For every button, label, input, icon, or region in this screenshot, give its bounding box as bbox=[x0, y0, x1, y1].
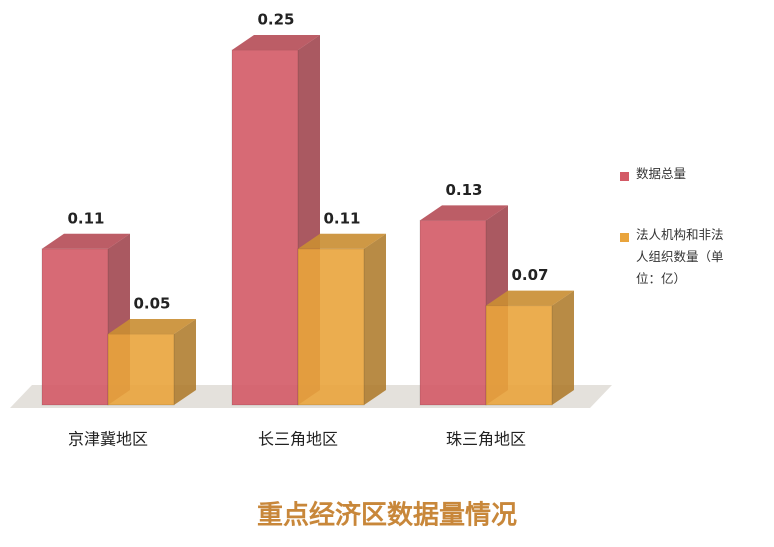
bar-top-shade bbox=[232, 35, 320, 50]
bar bbox=[485, 305, 553, 406]
x-tick-label: 京津冀地区 bbox=[68, 430, 148, 449]
data-label: 0.25 bbox=[257, 11, 294, 29]
bar bbox=[231, 49, 299, 406]
bar-top bbox=[486, 290, 574, 306]
legend-label: 数据总量 bbox=[636, 166, 687, 181]
bar-top-shade bbox=[486, 290, 574, 306]
legend-swatch bbox=[620, 233, 629, 242]
bar-top bbox=[108, 319, 196, 334]
legend-label: 法人机构和非法人组织数量（单位：亿） bbox=[636, 227, 724, 286]
x-tick-label: 珠三角地区 bbox=[446, 430, 526, 449]
bar-top-shade bbox=[42, 233, 130, 249]
data-label: 0.07 bbox=[511, 266, 548, 284]
bar-side bbox=[364, 233, 386, 405]
bar bbox=[107, 333, 175, 406]
bar-side-shade bbox=[174, 319, 196, 405]
chart-title: 重点经济区数据量情况 bbox=[257, 500, 517, 531]
data-label: 0.11 bbox=[67, 209, 104, 227]
data-label: 0.05 bbox=[133, 295, 170, 313]
bar-top bbox=[420, 205, 508, 221]
bar-side bbox=[174, 319, 196, 405]
bar-side bbox=[552, 290, 574, 405]
bar-top bbox=[42, 233, 130, 249]
legend: 数据总量法人机构和非法人组织数量（单位：亿） bbox=[620, 166, 760, 334]
legend-item: 数据总量 bbox=[620, 166, 760, 185]
legend-swatch bbox=[620, 172, 629, 181]
bar-top bbox=[232, 35, 320, 50]
bar-side-shade bbox=[552, 290, 574, 405]
bar-top-shade bbox=[298, 233, 386, 249]
bar-top-shade bbox=[420, 205, 508, 221]
bar bbox=[297, 248, 365, 406]
data-label: 0.13 bbox=[445, 181, 482, 199]
x-tick-label: 长三角地区 bbox=[258, 430, 338, 449]
legend-item: 法人机构和非法人组织数量（单位：亿） bbox=[620, 227, 760, 290]
bar-side-shade bbox=[364, 233, 386, 405]
data-label: 0.11 bbox=[323, 209, 360, 227]
bar bbox=[41, 248, 109, 406]
bar bbox=[419, 219, 487, 406]
bar-top bbox=[298, 233, 386, 249]
bar-top-shade bbox=[108, 319, 196, 334]
